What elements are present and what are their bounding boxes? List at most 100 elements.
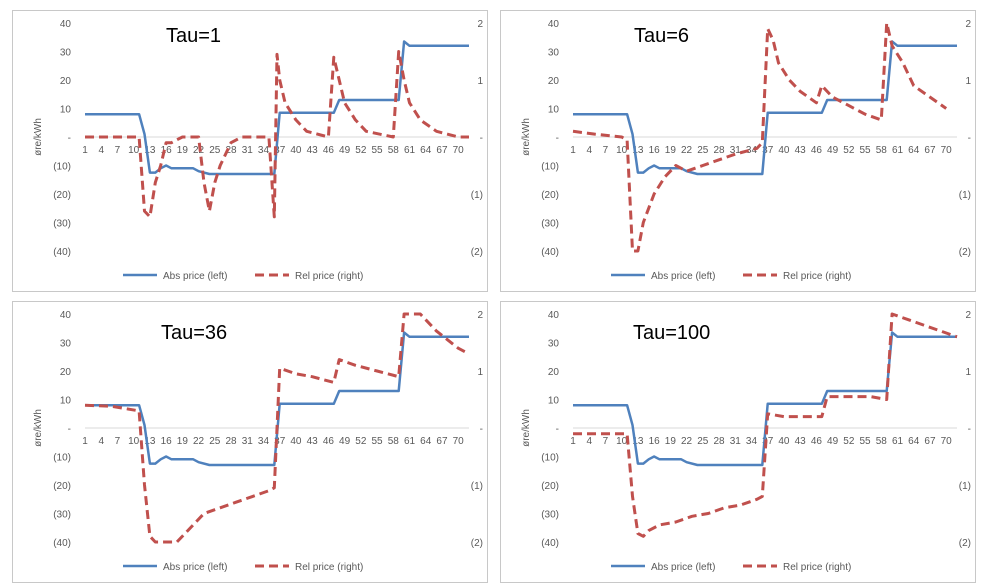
legend-label-rel: Rel price (right) — [783, 271, 851, 282]
y-tick-label: - — [556, 424, 559, 435]
x-tick-label: 67 — [436, 145, 448, 156]
y-tick-label: (20) — [541, 481, 559, 492]
y-tick-label: 20 — [60, 367, 72, 378]
x-tick-label: 1 — [82, 436, 88, 447]
x-tick-label: 4 — [98, 145, 104, 156]
rel-price-series-line — [84, 312, 470, 544]
y-tick-label: 10 — [548, 396, 560, 407]
legend-label-abs: Abs price (left) — [651, 271, 715, 282]
y2-tick-label: 2 — [477, 310, 483, 321]
x-tick-label: 28 — [713, 436, 725, 447]
x-tick-label: 13 — [632, 145, 644, 156]
x-tick-label: 31 — [242, 145, 254, 156]
x-tick-label: 43 — [795, 145, 807, 156]
x-tick-label: 55 — [859, 436, 871, 447]
legend-label-abs: Abs price (left) — [163, 562, 227, 573]
x-tick-label: 52 — [355, 436, 367, 447]
x-tick-label: 13 — [144, 436, 156, 447]
x-tick-label: 55 — [859, 145, 871, 156]
x-tick-label: 16 — [161, 436, 173, 447]
y2-tick-label: 2 — [965, 19, 971, 30]
abs-price-series-line — [573, 331, 957, 467]
x-tick-label: 55 — [371, 436, 383, 447]
x-tick-label: 10 — [128, 436, 140, 447]
x-tick-label: 70 — [941, 145, 953, 156]
x-tick-label: 40 — [778, 436, 790, 447]
x-tick-label: 67 — [436, 436, 448, 447]
y-tick-label: (30) — [53, 510, 71, 521]
x-tick-label: 64 — [908, 436, 920, 447]
x-tick-label: 19 — [665, 436, 677, 447]
x-tick-label: 67 — [924, 145, 936, 156]
y-tick-label: (10) — [53, 162, 71, 173]
x-tick-label: 49 — [339, 436, 351, 447]
y2-tick-label: 1 — [965, 367, 971, 378]
x-tick-label: 70 — [453, 436, 465, 447]
x-tick-label: 28 — [713, 145, 725, 156]
y-tick-label: (40) — [541, 538, 559, 549]
y-tick-label: 30 — [60, 339, 72, 350]
y-tick-label: 40 — [60, 19, 72, 30]
y-tick-label: 20 — [548, 367, 560, 378]
x-tick-label: 52 — [355, 145, 367, 156]
chart-title: Tau=100 — [633, 322, 711, 344]
y2-tick-label: (2) — [471, 538, 483, 549]
x-tick-label: 70 — [453, 145, 465, 156]
x-tick-label: 7 — [115, 145, 121, 156]
x-tick-label: 1 — [570, 436, 576, 447]
x-tick-label: 61 — [892, 436, 904, 447]
y-tick-label: (10) — [53, 453, 71, 464]
x-tick-label: 4 — [586, 145, 592, 156]
rel-price-series-line — [573, 312, 958, 538]
x-tick-label: 10 — [616, 436, 628, 447]
x-tick-label: 61 — [892, 145, 904, 156]
y-tick-label: (20) — [541, 190, 559, 201]
x-tick-label: 52 — [843, 436, 855, 447]
x-tick-label: 64 — [420, 436, 432, 447]
y-tick-label: 30 — [548, 339, 560, 350]
x-tick-label: 4 — [586, 436, 592, 447]
x-tick-label: 31 — [730, 145, 742, 156]
x-tick-label: 37 — [274, 436, 286, 447]
rel-price-series-line — [572, 21, 948, 253]
x-tick-label: 19 — [177, 436, 189, 447]
rel-price-series-line — [85, 50, 469, 219]
x-tick-label: 64 — [908, 145, 920, 156]
chart-panel-tau-100: 40 30 20 10- (10) (20) (30) (40) 2 1- (1) (2) øre/kW… — [500, 301, 976, 583]
legend-label-rel: Rel price (right) — [295, 562, 363, 573]
y-tick-label: 30 — [60, 48, 72, 59]
chart-panel-tau-1: 40 30 20 10- (10) (20) (30) (40) 2 1- (1) (2) øre/kW… — [12, 10, 488, 292]
x-tick-label: 31 — [242, 436, 254, 447]
x-tick-label: 16 — [649, 145, 661, 156]
y-tick-label: 10 — [60, 105, 72, 116]
y-tick-label: 10 — [548, 105, 560, 116]
x-tick-label: 1 — [570, 145, 576, 156]
x-tick-label: 43 — [307, 436, 319, 447]
x-tick-label: 13 — [144, 145, 156, 156]
y2-tick-label: (2) — [959, 538, 971, 549]
x-tick-label: 58 — [388, 436, 400, 447]
y2-tick-label: 2 — [477, 19, 483, 30]
y2-tick-label: (1) — [471, 481, 483, 492]
y2-tick-label: (2) — [959, 247, 971, 258]
y-tick-label: (10) — [541, 162, 559, 173]
x-tick-label: 19 — [177, 145, 189, 156]
x-tick-label: 28 — [225, 145, 237, 156]
y-tick-label: (40) — [53, 247, 71, 258]
x-tick-label: 13 — [632, 436, 644, 447]
x-tick-label: 16 — [649, 436, 661, 447]
abs-price-series-line — [573, 40, 957, 176]
x-tick-label: 43 — [307, 145, 319, 156]
x-tick-label: 7 — [115, 436, 121, 447]
y-axis-label: øre/kWh — [33, 409, 44, 447]
y-tick-label: - — [68, 424, 71, 435]
x-tick-label: 16 — [161, 145, 173, 156]
y-axis-label: øre/kWh — [521, 118, 532, 156]
line-chart: 40302010-(10)(20)(30)(40)21-(1)(2)øre/kW… — [521, 19, 971, 282]
x-tick-label: 10 — [616, 145, 628, 156]
x-tick-label: 7 — [603, 145, 609, 156]
y-tick-label: 20 — [60, 76, 72, 87]
x-tick-label: 58 — [388, 145, 400, 156]
abs-price-series-line — [85, 331, 469, 467]
line-chart: 40302010-(10)(20)(30)(40)21-(1)(2)øre/kW… — [33, 310, 483, 573]
